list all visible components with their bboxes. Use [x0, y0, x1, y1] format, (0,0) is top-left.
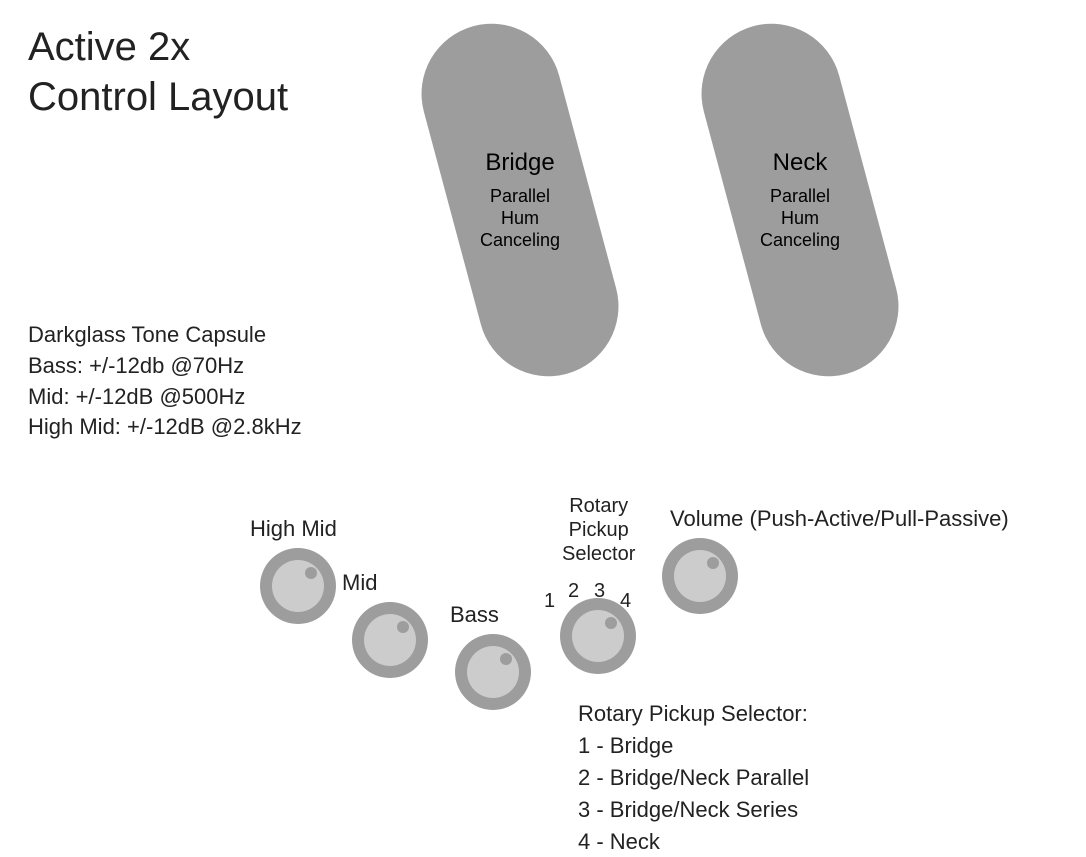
pickup-bridge-sub1: Parallel — [490, 186, 550, 206]
tone-capsule-specs: Darkglass Tone Capsule Bass: +/-12db @70… — [28, 320, 302, 443]
knob-indicator — [605, 617, 617, 629]
legend-line-4: 4 - Neck — [578, 826, 809, 857]
capsule-bass: Bass: +/-12db @70Hz — [28, 351, 302, 382]
diagram-title: Active 2x Control Layout — [28, 22, 288, 122]
legend-line-3: 3 - Bridge/Neck Series — [578, 794, 809, 826]
legend-line-2: 2 - Bridge/Neck Parallel — [578, 762, 809, 794]
knob-highmid-label: High Mid — [250, 516, 337, 542]
title-line-1: Active 2x — [28, 25, 190, 69]
knob-volume-label: Volume (Push-Active/Pull-Passive) — [670, 506, 1009, 532]
pickup-bridge: Bridge Parallel Hum Canceling — [390, 0, 650, 410]
knob-mid — [345, 595, 435, 685]
selector-label-line3: Selector — [562, 542, 635, 566]
pickup-bridge-title: Bridge — [485, 149, 554, 176]
title-line-2: Control Layout — [28, 75, 288, 119]
knob-mid-label: Mid — [342, 570, 377, 596]
knob-bass — [448, 627, 538, 717]
selector-legend: Rotary Pickup Selector: 1 - Bridge 2 - B… — [578, 698, 809, 857]
pickup-neck-sub1: Parallel — [770, 186, 830, 206]
pickup-neck: Neck Parallel Hum Canceling — [670, 0, 930, 410]
legend-title: Rotary Pickup Selector: — [578, 698, 809, 730]
knob-indicator — [305, 567, 317, 579]
knob-highmid — [253, 541, 343, 631]
knob-indicator — [397, 621, 409, 633]
pickup-neck-sub2: Hum — [781, 208, 819, 228]
pickup-bridge-sub3: Canceling — [480, 230, 560, 250]
capsule-heading: Darkglass Tone Capsule — [28, 320, 302, 351]
knob-face — [572, 610, 624, 662]
pickup-neck-title: Neck — [773, 149, 829, 176]
selector-label-line2: Pickup — [562, 518, 635, 542]
knob-face — [364, 614, 416, 666]
pickup-bridge-sub2: Hum — [501, 208, 539, 228]
knob-selector — [553, 591, 643, 681]
capsule-highmid: High Mid: +/-12dB @2.8kHz — [28, 412, 302, 443]
knob-indicator — [707, 557, 719, 569]
selector-label-line1: Rotary — [562, 494, 635, 518]
knob-volume — [655, 531, 745, 621]
knob-indicator — [500, 653, 512, 665]
knob-selector-label: Rotary Pickup Selector — [562, 494, 635, 566]
knob-face — [674, 550, 726, 602]
knob-bass-label: Bass — [450, 602, 499, 628]
knob-face — [272, 560, 324, 612]
knob-face — [467, 646, 519, 698]
capsule-mid: Mid: +/-12dB @500Hz — [28, 382, 302, 413]
pickup-neck-sub3: Canceling — [760, 230, 840, 250]
legend-line-1: 1 - Bridge — [578, 730, 809, 762]
